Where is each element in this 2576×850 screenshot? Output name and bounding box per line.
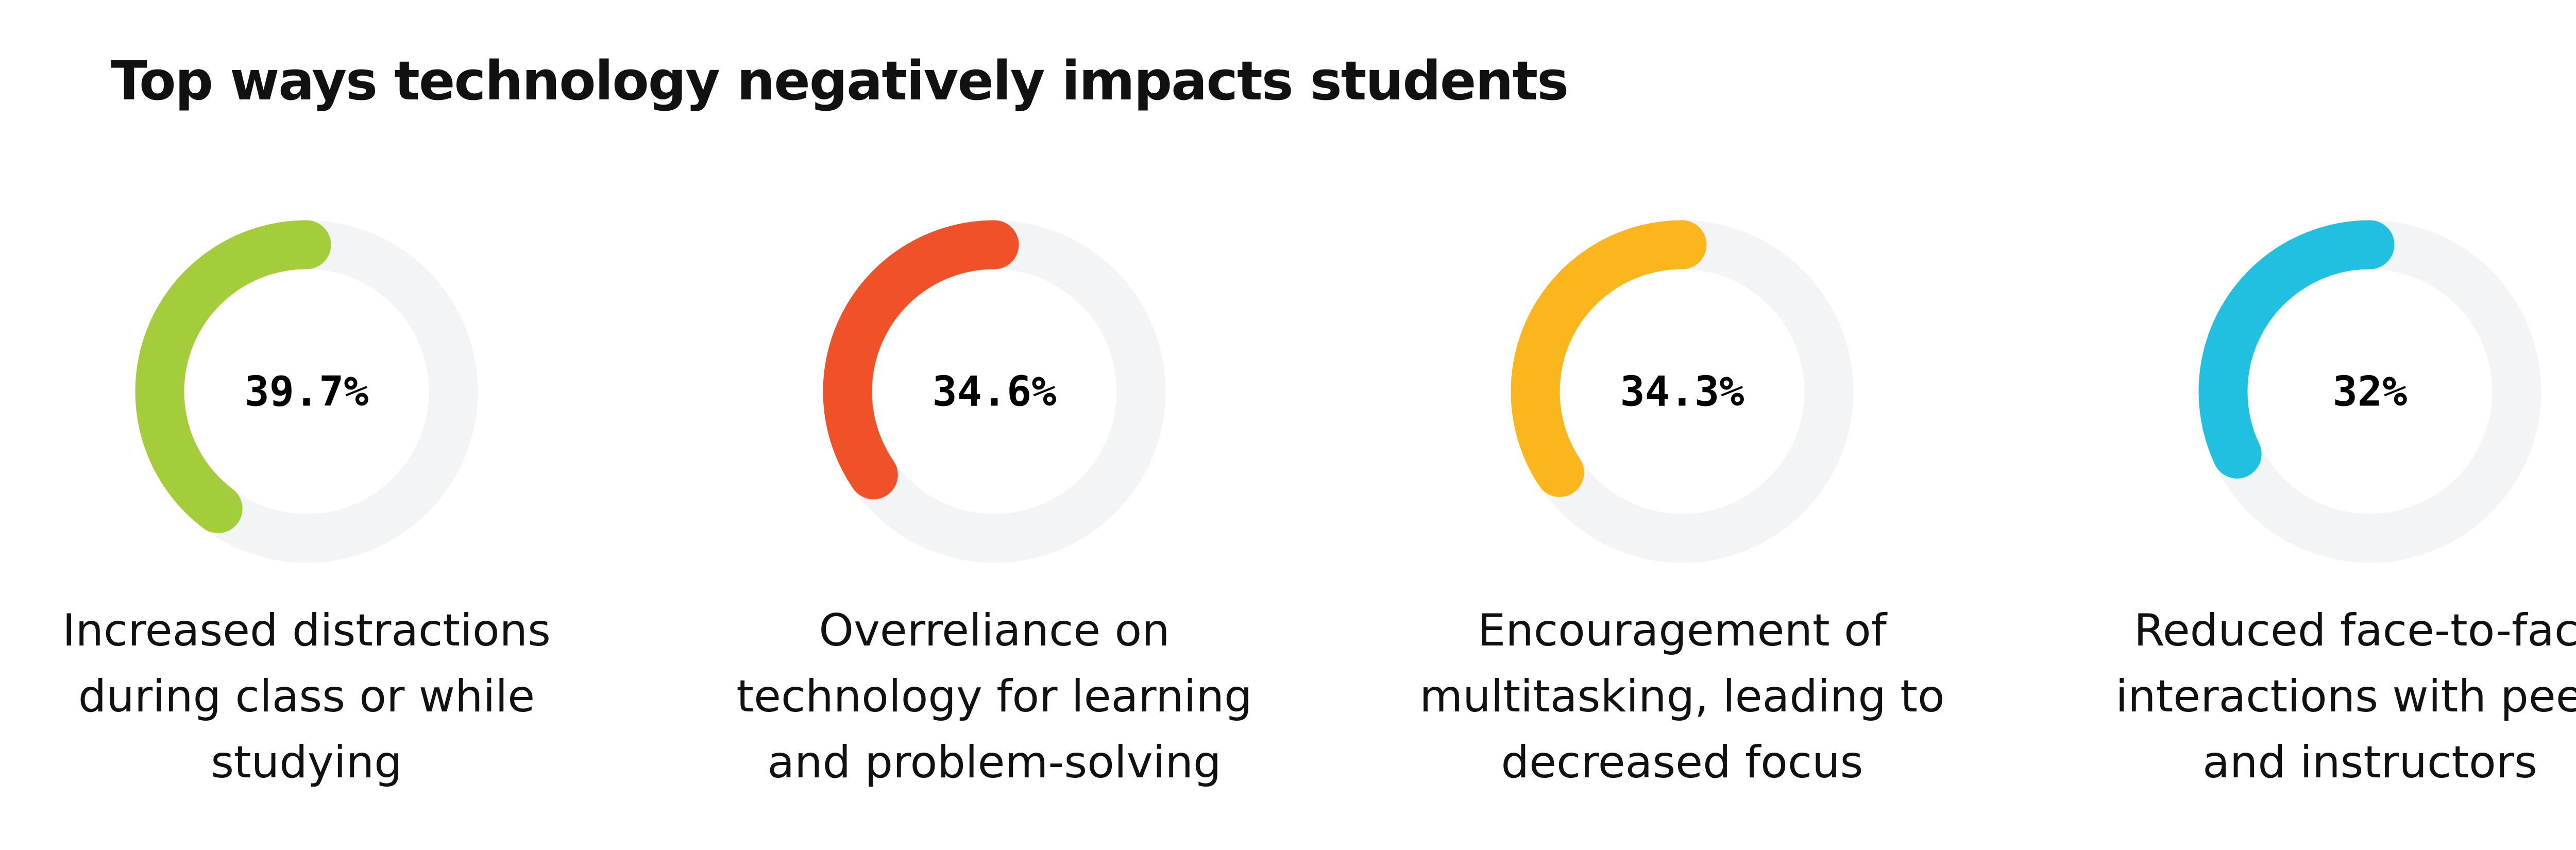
donut-chart-1: 39.7% xyxy=(135,220,478,563)
caption-line: studying xyxy=(211,737,402,788)
chart-card-4: 32% Reduced face-to-face interactions wi… xyxy=(2087,196,2576,824)
caption-line: technology for learning xyxy=(736,671,1252,722)
donut-value-label: 34.3% xyxy=(1620,368,1744,416)
chart-card-3: 34.3% Encouragement of multitasking, lea… xyxy=(1399,196,1965,824)
caption-line: Encouragement of xyxy=(1478,605,1887,656)
donut-arc xyxy=(2198,220,2395,479)
donut-caption: Increased distractions during class or w… xyxy=(23,598,590,795)
caption-line: Reduced face-to-face xyxy=(2133,605,2576,656)
caption-line: and instructors xyxy=(2202,737,2537,788)
donut-chart-3: 34.3% xyxy=(1511,220,1854,563)
donut-arc xyxy=(1511,220,1707,497)
donut-caption: Reduced face-to-face interactions with p… xyxy=(2087,598,2576,795)
donut-value-label: 39.7% xyxy=(245,368,369,416)
donut-value-label: 32% xyxy=(2333,368,2408,416)
caption-line: decreased focus xyxy=(1501,737,1863,788)
chart-title: Top ways technology negatively impacts s… xyxy=(111,49,1569,112)
caption-line: and problem-solving xyxy=(767,737,1222,788)
donut-arc xyxy=(823,220,1019,500)
caption-line: Increased distractions xyxy=(62,605,551,656)
caption-line: Overreliance on xyxy=(819,605,1170,656)
chart-card-1: 39.7% Increased distractions during clas… xyxy=(23,196,590,824)
chart-card-2: 34.6% Overreliance on technology for lea… xyxy=(711,196,1278,824)
donut-chart-4: 32% xyxy=(2198,220,2541,563)
donut-value-label: 34.6% xyxy=(933,368,1057,416)
caption-line: during class or while xyxy=(78,671,535,722)
donut-caption: Overreliance on technology for learning … xyxy=(711,598,1278,795)
caption-line: interactions with peers xyxy=(2115,671,2576,722)
caption-line: multitasking, leading to xyxy=(1419,671,1945,722)
donut-arc xyxy=(135,220,331,533)
donut-chart-2: 34.6% xyxy=(823,220,1166,563)
donut-caption: Encouragement of multitasking, leading t… xyxy=(1399,598,1965,795)
